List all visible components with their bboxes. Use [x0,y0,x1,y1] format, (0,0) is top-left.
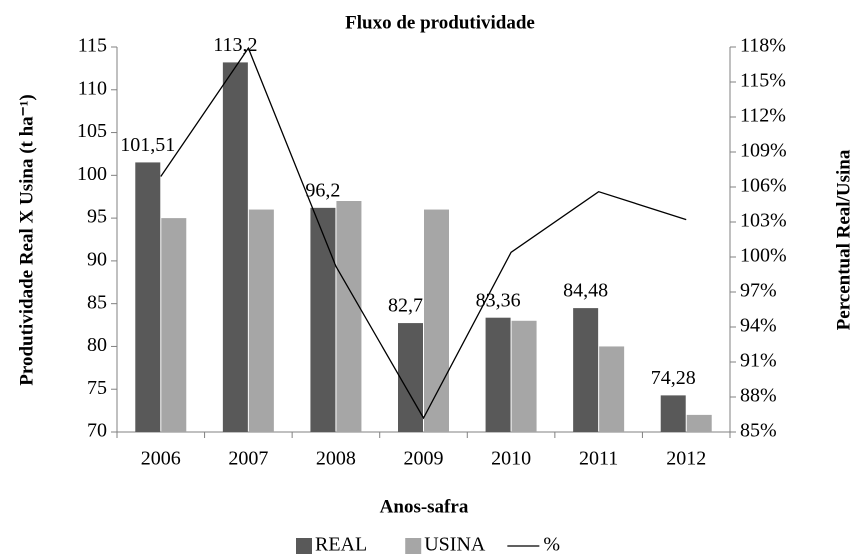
y-tick-label: 85 [87,291,107,313]
y2-tick-label: 109% [740,140,787,162]
line-series [160,46,687,420]
y-tick-label: 100 [77,163,107,185]
chart-title: Fluxo de produtividade [345,12,535,33]
y-tick-label: 70 [87,420,107,442]
data-label: 83,36 [476,289,521,311]
y2-tick-label: 115% [740,70,786,92]
y2-tick-label: 100% [740,245,787,267]
bar [599,346,625,432]
x-tick-label: 2006 [141,448,181,470]
legend-label: % [543,534,560,556]
y-tick-label: 110 [78,77,107,99]
y2-tick-label: 91% [740,350,777,372]
y-tick-label: 95 [87,206,107,228]
data-label: 101,51 [120,134,175,156]
y-tick-label: 90 [87,248,107,270]
legend-swatch [296,538,312,554]
y-axis-label: Produtividade Real X Usina (t ha⁻¹) [16,94,37,385]
y2-tick-label: 88% [740,385,777,407]
x-axis-label: Anos-safra [380,496,469,517]
y2-tick-label: 106% [740,175,787,197]
bar [336,201,362,432]
x-tick-label: 2007 [228,448,268,470]
bar [511,320,537,432]
bar [310,207,336,432]
y2-tick-label: 112% [740,105,786,127]
legend-label: USINA [424,534,486,556]
data-label: 74,28 [651,367,696,389]
y2-tick-label: 94% [740,315,777,337]
y2-tick-label: 85% [740,420,777,442]
x-tick-label: 2011 [579,448,618,470]
y2-tick-label: 118% [740,35,786,57]
y-tick-label: 75 [87,377,107,399]
x-tick-label: 2010 [491,448,531,470]
bar [135,162,161,433]
bar [660,395,686,432]
y2-tick-label: 97% [740,280,777,302]
legend-label: REAL [315,534,367,556]
y2-tick-label: 103% [740,210,787,232]
y-tick-label: 80 [87,334,107,356]
y-tick-label: 105 [77,120,107,142]
bar [424,209,449,432]
x-tick-label: 2008 [316,448,356,470]
bar [161,218,187,432]
x-tick-label: 2009 [404,448,444,470]
bar [222,62,248,433]
bar [485,317,511,432]
bar [398,323,423,432]
y-tick-label: 115 [78,35,107,57]
bar [573,308,599,432]
data-label: 84,48 [563,280,608,302]
legend-swatch [405,538,422,554]
y2-axis-label: Percentual Real/Usina [833,149,854,330]
data-label: 96,2 [305,179,340,201]
bar [686,414,712,432]
x-tick-label: 2012 [666,448,706,470]
bar [248,209,274,432]
data-label: 82,73 [388,295,433,317]
